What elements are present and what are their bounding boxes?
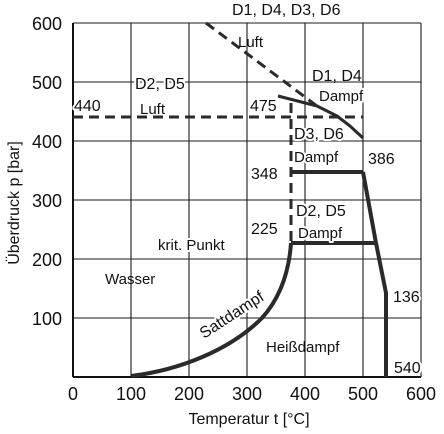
label-luft-left: Luft [140,101,166,118]
label-dampf-d1d4: Dampf [319,88,364,105]
y-axis-ticks: 600 500 400 300 200 100 [32,14,62,329]
y-tick-100: 100 [32,309,62,329]
x-tick-0: 0 [68,384,78,404]
value-440: 440 [74,98,101,115]
value-540: 540 [394,360,421,377]
value-348: 348 [251,166,278,183]
label-krit-punkt: krit. Punkt [158,237,226,254]
y-tick-300: 300 [32,191,62,211]
y-tick-400: 400 [32,132,62,152]
label-d3d6: D3, D6 [294,126,344,143]
label-d2d5-top: D2, D5 [135,76,185,93]
label-heissdampf: Heißdampf [266,339,340,356]
label-d1d4d3d6: D1, D4, D3, D6 [232,2,341,19]
x-tick-100: 100 [116,384,146,404]
y-axis-title: Überdruck p [bar] [5,141,23,265]
label-dampf-d3d6: Dampf [294,149,339,166]
saettdampf-curve [130,242,293,378]
label-d2d5-mid: D2, D5 [296,203,346,220]
luft-limit-upper-dashed [205,21,318,108]
d1d4-dampf-limit [277,94,365,140]
value-386: 386 [368,151,395,168]
label-d1d4: D1, D4 [312,68,362,85]
value-225: 225 [251,221,278,238]
x-tick-500: 500 [348,384,378,404]
x-tick-300: 300 [232,384,262,404]
x-axis-ticks: 0 100 200 300 400 500 600 [68,384,436,404]
label-dampf-d2d5: Dampf [298,225,343,242]
grid [72,22,422,377]
x-tick-600: 600 [406,384,436,404]
label-wasser: Wasser [105,271,155,288]
boundary-lines [73,21,388,378]
x-tick-400: 400 [290,384,320,404]
x-tick-200: 200 [174,384,204,404]
value-136: 136 [393,289,420,306]
value-475: 475 [250,98,277,115]
y-tick-200: 200 [32,250,62,270]
y-tick-500: 500 [32,73,62,93]
label-luft-top: Luft [238,34,264,51]
y-tick-600: 600 [32,14,62,34]
x-axis-title: Temperatur t [°C] [188,411,309,428]
value-labels: 440 475 386 348 225 136 540 [72,96,423,379]
heissdampf-limit [361,171,388,377]
